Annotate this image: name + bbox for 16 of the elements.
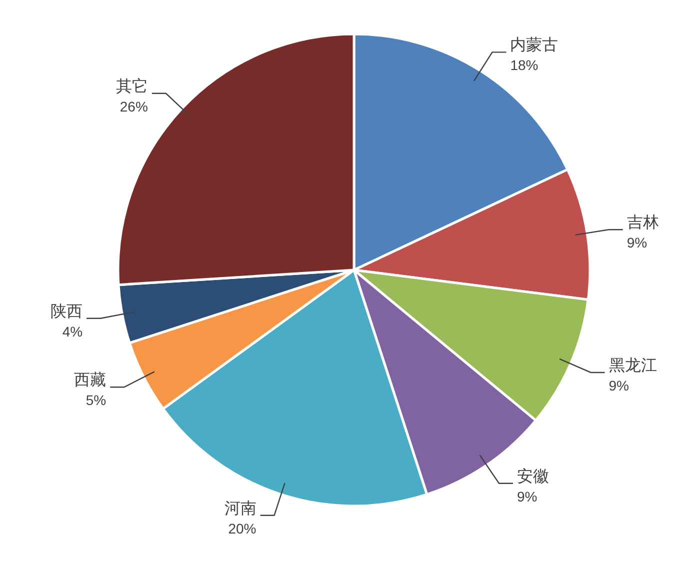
- data-label: 9%: [608, 377, 630, 394]
- data-label: 26%: [120, 98, 148, 114]
- slice-label: 其它: [116, 77, 148, 96]
- slice-label: 黑龙江: [608, 356, 657, 374]
- data-label: 4%: [62, 323, 83, 340]
- data-label: 9%: [517, 488, 538, 504]
- data-label: 20%: [228, 520, 256, 536]
- data-label: 5%: [86, 392, 106, 408]
- slice-label: 西藏: [74, 371, 106, 390]
- data-label: 9%: [626, 234, 648, 251]
- slice-label: 安徽: [517, 467, 550, 486]
- slice-label: 河南: [224, 499, 256, 518]
- data-label: 18%: [510, 57, 538, 74]
- slice-label: 内蒙古: [510, 36, 558, 54]
- slice-label: 吉林: [626, 214, 659, 232]
- slice-label: 陕西: [50, 303, 83, 320]
